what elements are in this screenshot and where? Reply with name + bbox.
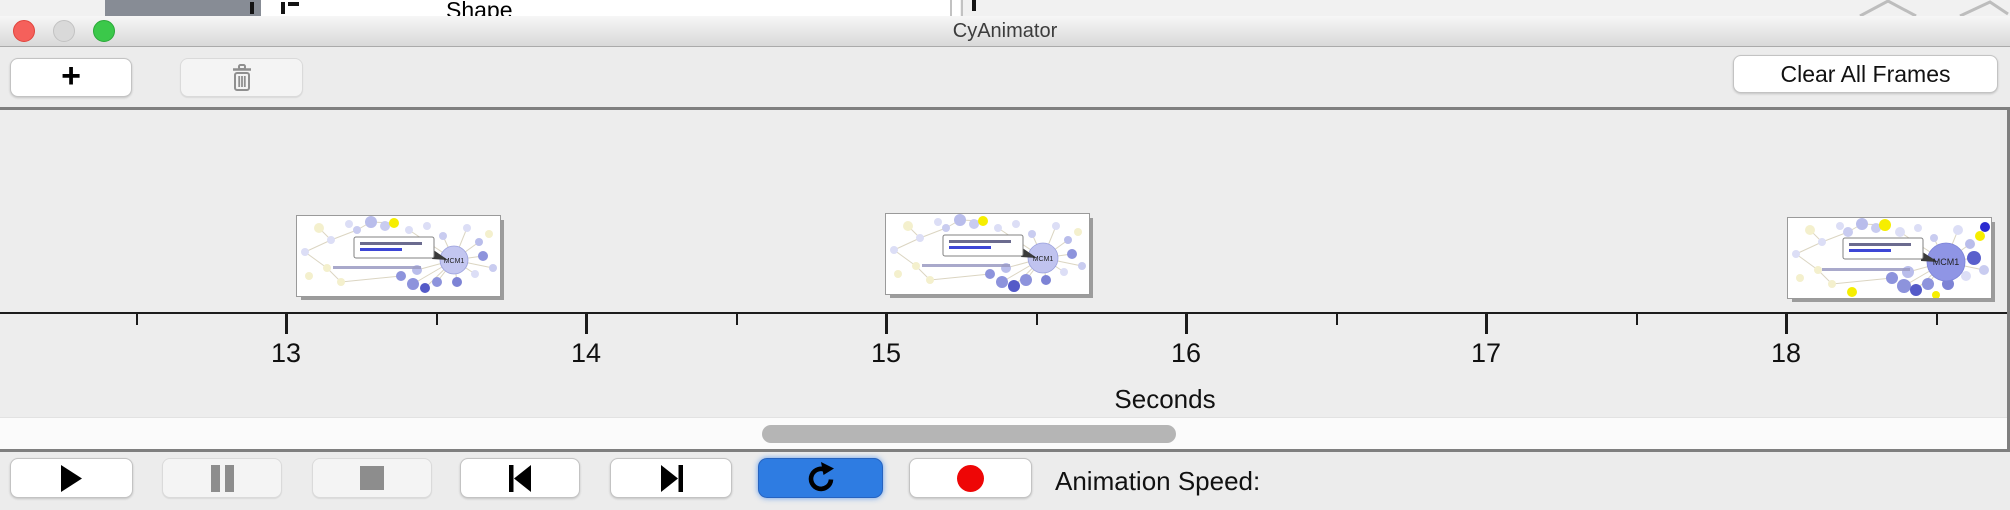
ruler-label-18: 18 (1770, 338, 1802, 368)
ruler-label-16: 16 (1170, 338, 1202, 368)
stop-icon (360, 466, 384, 490)
window-title: CyAnimator (952, 20, 1058, 42)
background-window-sliver: Shape (0, 0, 2010, 16)
skip-to-start-button[interactable] (460, 458, 580, 498)
trash-icon (232, 63, 251, 91)
record-button[interactable] (909, 458, 1032, 498)
frame-thumbnail-3[interactable]: MCM1 (1787, 217, 1992, 299)
frame-thumbnail-2[interactable]: MCM1 (885, 213, 1090, 295)
animation-speed-label: Animation Speed: (1055, 466, 1261, 496)
background-window-area (255, 0, 960, 16)
play-icon (61, 464, 82, 492)
background-plot-fragment (1859, 0, 2009, 16)
ruler-minor-tick (736, 314, 738, 325)
timeline-scrollbar-thumb[interactable] (762, 425, 1176, 443)
node-label: MCM1 (1033, 256, 1054, 263)
loop-icon (808, 462, 834, 492)
minimize-button[interactable] (53, 20, 75, 42)
background-glyph-fragment (972, 0, 976, 11)
play-button[interactable] (10, 458, 133, 498)
node-label: MCM1 (1933, 257, 1960, 267)
window-titlebar: CyAnimator (0, 16, 2010, 47)
pause-button[interactable] (162, 458, 282, 498)
delete-frame-button[interactable] (180, 58, 303, 97)
network-preview: MCM1 (1792, 218, 1990, 298)
ruler-major-tick (285, 314, 288, 334)
ruler-major-tick (1785, 314, 1788, 334)
ruler-label-13: 13 (270, 338, 302, 368)
plus-icon: + (61, 57, 81, 95)
skip-start-icon (508, 464, 531, 492)
ruler-minor-tick (1936, 314, 1938, 325)
stop-button[interactable] (312, 458, 432, 498)
clear-all-frames-button[interactable]: Clear All Frames (1733, 55, 1998, 93)
close-button[interactable] (13, 20, 35, 42)
timeline-panel[interactable]: MCM1 (0, 107, 2010, 452)
axis-title: Seconds (1114, 384, 1216, 414)
background-divider (961, 0, 963, 16)
ruler-major-tick (1185, 314, 1188, 334)
ruler-minor-tick (1636, 314, 1638, 325)
loop-button[interactable] (758, 458, 883, 498)
skip-to-end-button[interactable] (610, 458, 732, 498)
node-label: MCM1 (444, 258, 465, 265)
zoom-button[interactable] (93, 20, 115, 42)
ruler-label-14: 14 (570, 338, 602, 368)
pause-icon (210, 464, 234, 492)
timeline-scrollbar-track[interactable] (0, 417, 2007, 449)
background-divider (950, 0, 952, 16)
ruler-minor-tick (436, 314, 438, 325)
background-window-fragment (105, 0, 261, 16)
ruler-major-tick (885, 314, 888, 334)
ruler-major-tick (1485, 314, 1488, 334)
frame-toolbar: + Clear All Frames (0, 47, 2010, 107)
network-preview: MCM1 (301, 216, 497, 293)
ruler-label-12: 12 (0, 338, 1, 369)
ruler-label-15: 15 (870, 338, 902, 368)
background-glyph-fragment (281, 2, 285, 14)
background-glyph-fragment (288, 2, 299, 6)
background-window-text: Shape (446, 0, 513, 16)
ruler-minor-tick (1036, 314, 1038, 325)
clear-all-frames-label: Clear All Frames (1780, 60, 1951, 87)
playback-bar: Animation Speed: (0, 452, 2010, 510)
ruler-minor-tick (1336, 314, 1338, 325)
timeline-ruler-axis (0, 312, 2007, 314)
ruler-label-17: 17 (1470, 338, 1502, 368)
skip-end-icon (660, 464, 683, 492)
ruler-minor-tick (136, 314, 138, 325)
frame-thumbnail-1[interactable]: MCM1 (296, 215, 501, 297)
ruler-major-tick (585, 314, 588, 334)
record-icon (957, 464, 984, 492)
background-glyph-fragment (250, 2, 254, 14)
network-preview: MCM1 (890, 214, 1086, 292)
add-frame-button[interactable]: + (10, 58, 132, 97)
